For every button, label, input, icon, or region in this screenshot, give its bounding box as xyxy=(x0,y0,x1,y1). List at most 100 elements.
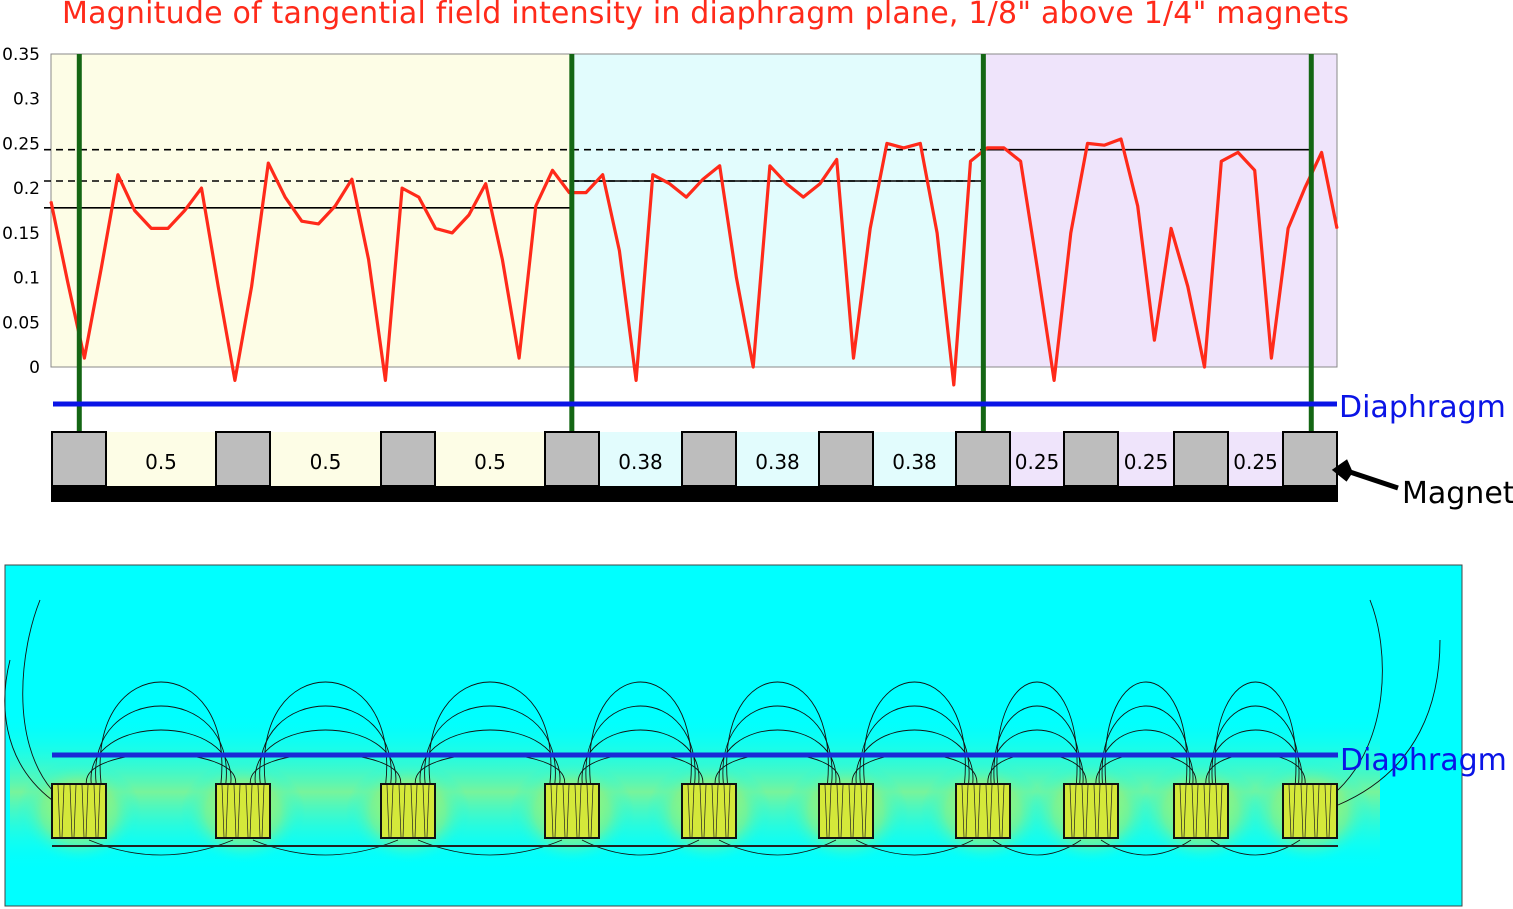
data-point xyxy=(685,196,688,198)
field-line xyxy=(254,729,397,785)
data-point xyxy=(133,209,136,212)
data-point xyxy=(100,267,102,270)
field-magnets xyxy=(51,783,1338,839)
magnet-8 xyxy=(1173,431,1229,487)
field-magnet-stroke xyxy=(828,784,832,838)
field-magnet-stroke xyxy=(550,784,554,838)
field-magnet-stroke xyxy=(1093,784,1097,838)
field-magnet-stroke xyxy=(860,784,864,838)
gap-label-0: 0.5 xyxy=(145,450,177,474)
field-line xyxy=(259,705,392,785)
field-magnet-stroke xyxy=(1300,784,1304,838)
data-point xyxy=(1086,142,1089,145)
y-axis: 0.35 0.3 0.25 0.2 0.15 0.1 0.05 0 xyxy=(2,45,40,378)
band-2 xyxy=(983,54,1337,367)
field-line xyxy=(718,729,837,785)
y-tick-label: 0.05 xyxy=(2,313,40,333)
field-magnet-stroke xyxy=(977,784,981,838)
data-point xyxy=(83,357,86,359)
field-magnet-stroke xyxy=(1203,784,1207,838)
magnet-7 xyxy=(1063,431,1119,487)
field-magnet-stroke xyxy=(989,784,993,838)
field-magnet-stroke xyxy=(1288,784,1292,838)
field-line xyxy=(1214,681,1297,785)
field-magnet-stroke xyxy=(81,784,85,838)
gap-label-4: 0.38 xyxy=(755,450,800,474)
field-magnet-stroke xyxy=(1316,784,1320,838)
field-magnet-stroke xyxy=(715,784,719,838)
data-point xyxy=(66,281,69,283)
data-point xyxy=(802,196,805,198)
magnet-3 xyxy=(544,431,600,487)
data-point xyxy=(752,366,754,368)
field-magnet-body xyxy=(818,783,874,839)
field-magnet-body xyxy=(51,783,107,839)
magnet-4 xyxy=(681,431,737,487)
data-point xyxy=(1253,169,1256,172)
magnet-6 xyxy=(955,431,1011,487)
field-magnet-stroke xyxy=(1207,784,1211,838)
field-magnet-body xyxy=(544,783,600,839)
field-magnet-stroke xyxy=(590,784,594,838)
data-point xyxy=(384,379,387,382)
field-magnet-stroke xyxy=(97,784,101,838)
data-point xyxy=(952,384,955,386)
field-line xyxy=(589,681,692,785)
magnet-label: Magnet xyxy=(1402,476,1513,511)
field-magnet-stroke xyxy=(69,784,73,838)
field-line xyxy=(99,681,223,785)
field-magnet-body xyxy=(380,783,436,839)
field-magnet-stroke xyxy=(233,784,237,838)
field-magnet-stroke xyxy=(257,784,261,838)
gap-label-7: 0.25 xyxy=(1124,450,1169,474)
field-line xyxy=(990,729,1084,785)
field-magnet-stroke xyxy=(61,784,65,838)
data-point xyxy=(551,169,554,172)
field-magnet-stroke xyxy=(386,784,390,838)
data-point xyxy=(401,187,403,189)
field-magnet-stroke xyxy=(93,784,97,838)
field-magnet-5 xyxy=(818,783,874,839)
data-point xyxy=(167,227,169,230)
magnet-arrow-icon xyxy=(1331,459,1399,491)
gap-label-5: 0.38 xyxy=(892,450,937,474)
field-magnet-stroke xyxy=(566,784,570,838)
strip-band-cyan xyxy=(573,432,983,486)
field-magnet-stroke xyxy=(578,784,582,838)
data-point xyxy=(1237,151,1239,154)
series-layer xyxy=(49,137,1339,387)
data-point xyxy=(1287,227,1289,230)
field-magnet-stroke xyxy=(73,784,77,838)
field-line xyxy=(1098,729,1194,785)
field-magnet-body xyxy=(215,783,271,839)
field-plot: Diaphragm xyxy=(4,564,1507,907)
field-magnet-stroke xyxy=(1109,784,1113,838)
data-point xyxy=(334,205,337,207)
field-magnet-6 xyxy=(955,783,1011,839)
data-point xyxy=(735,276,738,279)
y-tick-label: 0.35 xyxy=(2,45,40,65)
field-magnet-stroke xyxy=(1183,784,1187,838)
field-magnet-stroke xyxy=(390,784,394,838)
data-point xyxy=(1203,366,1206,368)
data-point xyxy=(1187,285,1189,288)
data-point xyxy=(501,258,504,261)
field-line xyxy=(993,705,1081,785)
field-magnet-stroke xyxy=(245,784,249,838)
chart-title: Magnitude of tangential field intensity … xyxy=(62,0,1350,31)
data-point xyxy=(1220,160,1223,163)
field-magnet-stroke xyxy=(221,784,225,838)
data-point xyxy=(635,379,637,382)
data-point xyxy=(234,379,236,382)
magnet-2 xyxy=(380,431,436,487)
field-magnet-stroke xyxy=(1324,784,1328,838)
field-magnet-stroke xyxy=(840,784,844,838)
data-point xyxy=(1019,160,1022,163)
field-magnet-9 xyxy=(1282,783,1338,839)
field-line xyxy=(855,729,974,785)
field-magnet-1 xyxy=(215,783,271,839)
data-point xyxy=(351,178,353,180)
field-magnet-stroke xyxy=(965,784,969,838)
data-point xyxy=(50,200,52,203)
